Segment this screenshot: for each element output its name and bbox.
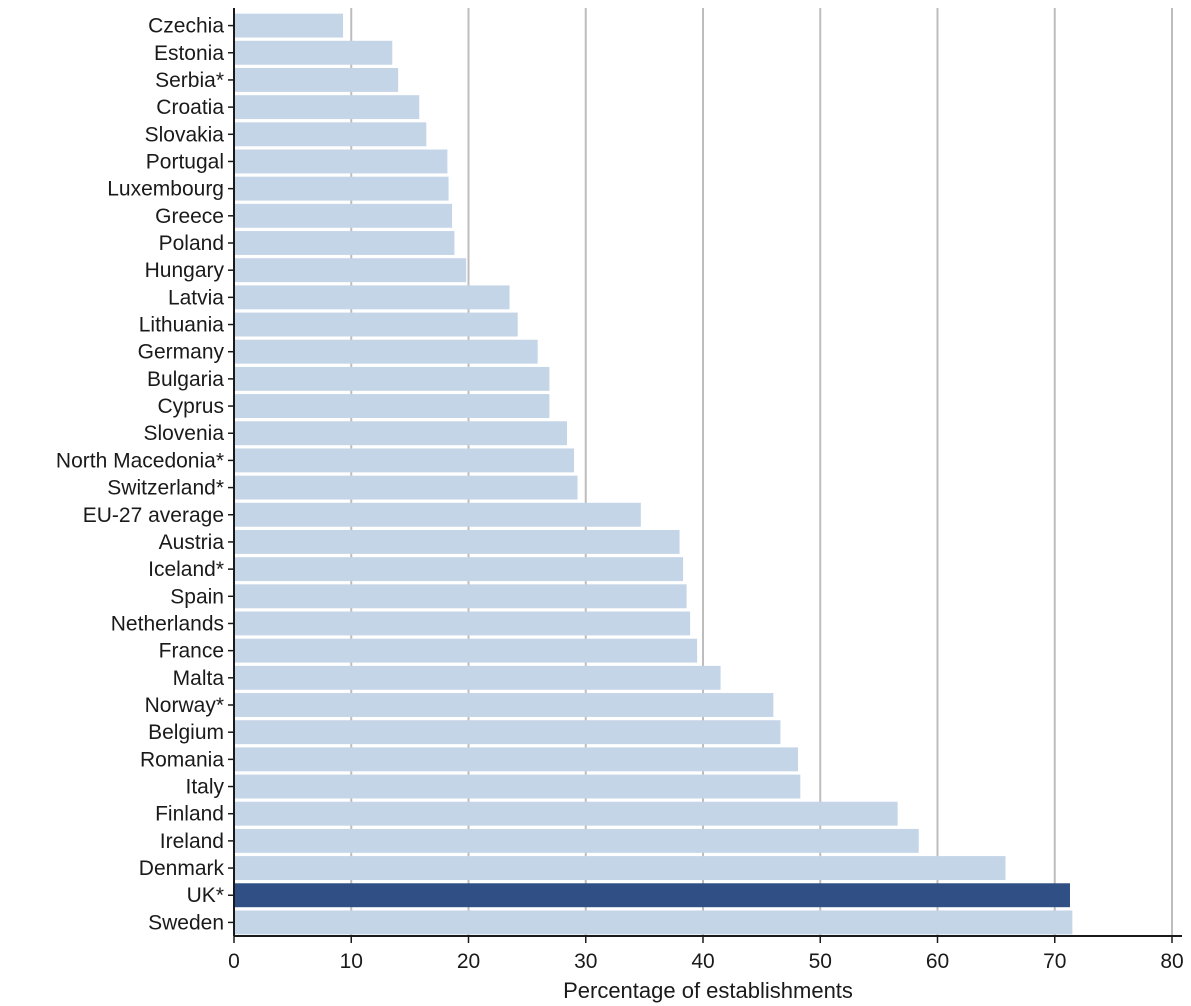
category-label: Sweden	[148, 911, 224, 934]
category-label: Cyprus	[157, 395, 224, 418]
category-label: Belgium	[148, 721, 224, 744]
bar-iceland	[234, 557, 684, 582]
category-label: Slovenia	[143, 422, 224, 445]
category-label: Lithuania	[139, 314, 225, 337]
category-label: Estonia	[154, 42, 224, 65]
gridlines	[350, 8, 1173, 936]
category-label: Greece	[155, 205, 224, 228]
x-tick-label: 10	[340, 950, 363, 973]
category-label: Romania	[140, 748, 224, 771]
bar-croatia	[234, 95, 420, 120]
category-label: Portugal	[146, 150, 224, 173]
category-label: Malta	[173, 667, 225, 690]
category-label: Hungary	[145, 259, 225, 282]
bar-czechia	[234, 13, 344, 38]
category-label: Serbia*	[155, 69, 224, 92]
x-tick-label: 30	[574, 950, 597, 973]
bar-portugal	[234, 149, 448, 174]
bar-italy	[234, 774, 801, 799]
bar-latvia	[234, 285, 510, 310]
category-label: Germany	[138, 341, 225, 364]
bar-finland	[234, 801, 898, 826]
category-label: Spain	[170, 585, 224, 608]
bar-serbia	[234, 67, 399, 92]
x-tick-label: 60	[926, 950, 949, 973]
category-label: Poland	[159, 232, 224, 255]
x-tick-label: 0	[228, 950, 240, 973]
axes: 0 10 20 30 40 50 60 70 80	[228, 8, 1184, 973]
bar-slovakia	[234, 122, 427, 147]
category-label: Norway*	[145, 694, 224, 717]
category-label: Austria	[159, 531, 225, 554]
bar-sweden	[234, 910, 1073, 935]
bar-denmark	[234, 856, 1006, 881]
category-label: Italy	[185, 776, 224, 799]
category-label: Croatia	[156, 96, 224, 119]
category-label: UK*	[187, 884, 224, 907]
bar-poland	[234, 231, 455, 255]
bar-ireland	[234, 828, 919, 853]
bar-luxembourg	[234, 176, 449, 201]
bar-belgium	[234, 720, 781, 745]
x-tick-label: 50	[809, 950, 832, 973]
category-label: Switzerland*	[107, 477, 224, 500]
category-label: Ireland	[160, 830, 224, 853]
category-label: Iceland*	[148, 558, 224, 581]
bar-romania	[234, 747, 798, 772]
category-label: Czechia	[148, 15, 224, 38]
category-label: Finland	[155, 803, 224, 826]
category-label: Luxembourg	[107, 178, 224, 201]
category-label: Bulgaria	[147, 368, 224, 391]
category-label: North Macedonia*	[56, 449, 224, 472]
bar-estonia	[234, 40, 393, 65]
category-label: Netherlands	[111, 612, 224, 635]
x-tick-label: 40	[691, 950, 714, 973]
bar-cyprus	[234, 394, 550, 419]
bar-hungary	[234, 258, 467, 283]
bar-netherlands	[234, 611, 691, 636]
bar-slovenia	[234, 421, 567, 446]
bar-north-macedonia	[234, 448, 575, 473]
x-axis-title: Percentage of establishments	[563, 978, 853, 1003]
bar-uk	[234, 883, 1070, 908]
category-label: Slovakia	[145, 123, 225, 146]
bar-switzerland	[234, 475, 578, 500]
x-tick-label: 20	[457, 950, 480, 973]
bar-eu-27-average	[234, 502, 641, 527]
bar-lithuania	[234, 312, 518, 337]
bar-norway	[234, 693, 774, 717]
x-tick-label: 70	[1043, 950, 1066, 973]
category-label: Latvia	[168, 286, 224, 309]
category-label: Denmark	[139, 857, 225, 880]
bar-france	[234, 638, 698, 663]
category-label: EU-27 average	[83, 504, 224, 527]
bar-malta	[234, 665, 721, 690]
category-labels: Czechia Estonia Serbia* Croatia Slovakia Port…	[56, 15, 225, 935]
bar-greece	[234, 203, 453, 228]
bar-germany	[234, 339, 538, 364]
category-label: France	[159, 640, 224, 663]
x-tick-label: 80	[1160, 950, 1183, 973]
bar-bulgaria	[234, 366, 550, 391]
bar-austria	[234, 529, 680, 554]
bars	[234, 13, 1073, 935]
bar-spain	[234, 584, 687, 609]
